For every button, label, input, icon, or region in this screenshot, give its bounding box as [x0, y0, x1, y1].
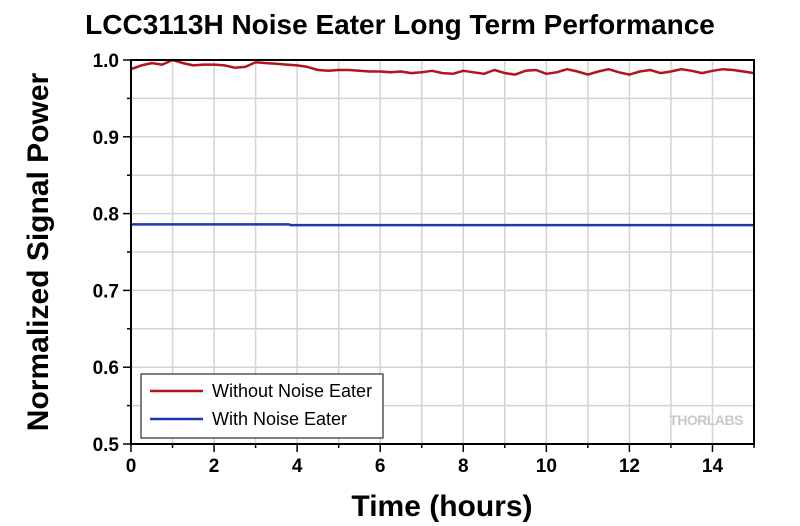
x-tick-label: 6 — [375, 456, 386, 477]
y-tick-label: 0.8 — [93, 205, 119, 226]
y-tick-label: 0.6 — [93, 358, 119, 379]
legend: Without Noise Eater With Noise Eater — [140, 373, 384, 439]
y-tick-label: 0.5 — [93, 435, 120, 456]
chart-title: LCC3113H Noise Eater Long Term Performan… — [85, 9, 715, 40]
y-tick-label: 0.7 — [93, 281, 119, 302]
legend-box — [140, 373, 384, 439]
legend-label-with-noise-eater: With Noise Eater — [212, 409, 347, 429]
axis-ticks — [123, 59, 755, 452]
series-line-with-noise-eater — [131, 223, 754, 227]
legend-label-without-noise-eater: Without Noise Eater — [212, 381, 372, 401]
x-tick-label: 10 — [536, 456, 557, 477]
x-tick-label: 12 — [619, 456, 640, 477]
x-axis-label: Time (hours) — [351, 490, 532, 523]
y-axis-label: Normalized Signal Power — [22, 72, 55, 431]
x-tick-label: 8 — [458, 456, 469, 477]
y-tick-label: 1.0 — [93, 51, 119, 72]
thorlabs-logo: THORLABS — [669, 412, 743, 428]
series-line-without-noise-eater — [130, 58, 755, 76]
y-tick-label: 0.9 — [93, 128, 119, 149]
grid — [131, 60, 754, 444]
series-lines — [130, 58, 755, 227]
x-tick-label: 0 — [126, 456, 137, 477]
x-tick-labels: 0 2 4 6 8 10 12 14 — [126, 456, 724, 477]
y-tick-labels: 0.5 0.6 0.7 0.8 0.9 1.0 — [93, 51, 120, 456]
x-tick-label: 4 — [292, 456, 303, 477]
x-tick-label: 14 — [702, 456, 724, 477]
x-tick-label: 2 — [209, 456, 220, 477]
